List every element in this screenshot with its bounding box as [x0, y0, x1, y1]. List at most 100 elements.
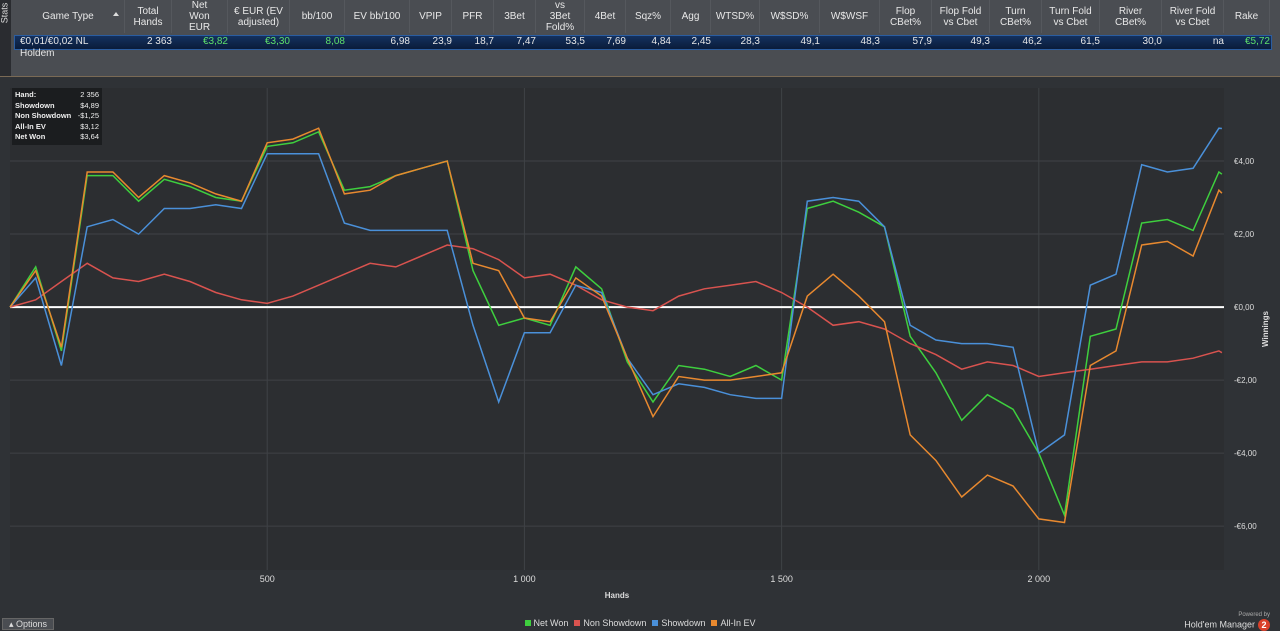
powered-by: Powered by — [1238, 612, 1270, 618]
side-tab[interactable]: Stats — [0, 0, 11, 76]
column-header: Rake — [1224, 0, 1270, 33]
summary-label: All-In EV — [15, 121, 46, 131]
y-tick-label: €0,00 — [1234, 303, 1255, 312]
legend-item[interactable]: All-In EV — [711, 618, 755, 628]
y-tick-label: -€4,00 — [1234, 449, 1257, 458]
sort-arrow — [113, 12, 119, 16]
column-header: W$WSF — [820, 0, 880, 33]
table-cell: 28,3 — [740, 36, 760, 47]
legend-swatch — [524, 620, 531, 626]
column-header: Total Hands — [125, 0, 172, 33]
table-cell: 2,45 — [691, 36, 711, 47]
table-cell: €3,30 — [264, 36, 290, 47]
y-tick-label: €4,00 — [1234, 157, 1255, 166]
table-cell: 2 363 — [146, 36, 172, 47]
summary-row: Net Won $3,64 — [15, 132, 99, 143]
table-cell: 30,0 — [1142, 36, 1162, 47]
column-header: bb/100 — [290, 0, 345, 33]
legend-label: All-In EV — [720, 618, 756, 628]
legend-item[interactable]: Showdown — [652, 618, 705, 628]
legend-item[interactable]: Net Won — [524, 618, 569, 628]
column-header: EV bb/100 — [345, 0, 410, 33]
column-header[interactable]: Game Type — [12, 0, 125, 33]
table-cell: €5,72 — [1244, 36, 1270, 47]
x-tick-label: 500 — [260, 574, 275, 584]
column-header: € EUR (EV adjusted) — [228, 0, 290, 33]
summary-row: All-In EV $3,12 — [15, 122, 99, 133]
table-cell: €3,82 — [202, 36, 228, 47]
brand-version: 2 — [1258, 619, 1270, 631]
y-axis-title: Winnings — [1261, 310, 1270, 346]
summary-label: Showdown — [15, 100, 55, 110]
legend-swatch — [711, 620, 718, 626]
table-cell: 57,9 — [912, 36, 932, 47]
brand: Powered by Hold'em Manager 2 — [1184, 612, 1270, 631]
legend-item[interactable]: Non Showdown — [574, 618, 646, 628]
legend-swatch — [652, 620, 659, 626]
plot-area — [10, 88, 1224, 570]
summary-value: 2 356 — [80, 90, 99, 99]
column-header: VPIP — [410, 0, 452, 33]
options-button[interactable]: ▴ Options — [2, 618, 55, 630]
summary-label: Hand: — [15, 90, 37, 99]
table-cell: 8,08 — [325, 36, 345, 47]
column-header: Turn Fold vs Cbet — [1042, 0, 1100, 33]
summary-row: Showdown $4,89 — [15, 101, 99, 112]
summary-row: Hand: 2 356 — [15, 90, 99, 101]
x-axis-title: Hands — [605, 591, 630, 600]
series-line — [9, 127, 1223, 524]
legend-label: Showdown — [661, 618, 706, 628]
legend-label: Net Won — [533, 618, 569, 628]
table-cell: 4,84 — [651, 36, 671, 47]
series-line — [9, 244, 1223, 378]
side-tab-label: Stats — [0, 2, 10, 24]
y-tick-label: €2,00 — [1234, 230, 1255, 239]
y-tick-label: -€6,00 — [1234, 522, 1257, 531]
column-header: Net Won EUR — [172, 0, 228, 33]
table-cell: 7,47 — [516, 36, 536, 47]
chart: 500 1 000 1 500 2 000 -€6,00 -€4,00 -€2,00 €0,0… — [0, 77, 1280, 615]
legend-label: Non Showdown — [583, 618, 647, 628]
table-cell: na — [1212, 36, 1224, 47]
column-header: 4Bet — [585, 0, 626, 33]
summary-value: -$1,25 — [77, 111, 99, 120]
table-cell: 23,9 — [432, 36, 452, 47]
table-cell: €0,01/€0,02 NL Holdem — [20, 36, 89, 59]
summary-value: $3,64 — [80, 132, 99, 141]
column-header: W$SD% — [760, 0, 820, 33]
table-cell: 7,69 — [606, 36, 626, 47]
y-tick-label: -€2,00 — [1234, 376, 1257, 385]
column-header: vs 3Bet Fold% — [536, 0, 585, 33]
summary-box: Hand: 2 356 Showdown $4,89 Non Showdown -$1,2… — [12, 88, 102, 145]
x-tick-label: 2 000 — [1028, 574, 1051, 584]
summary-label: Non Showdown — [15, 111, 72, 120]
column-header: Turn CBet% — [990, 0, 1042, 33]
table-cell: 53,5 — [565, 36, 585, 47]
table-cell: 49,3 — [970, 36, 990, 47]
column-header: Flop Fold vs Cbet — [932, 0, 990, 33]
column-header: 3Bet — [494, 0, 536, 33]
table-cell: 46,2 — [1022, 36, 1042, 47]
column-header: River Fold vs Cbet — [1162, 0, 1224, 33]
table-cell: 61,5 — [1080, 36, 1100, 47]
table-cell: 18,7 — [474, 36, 494, 47]
footer: Net Won Non Showdown Showdown All-In EV ▴ O… — [0, 612, 1280, 631]
table-cell: 49,1 — [800, 36, 820, 47]
brand-name: Hold'em Manager — [1184, 619, 1255, 630]
column-header: PFR — [452, 0, 494, 33]
legend: Net Won Non Showdown Showdown All-In EV — [0, 618, 1280, 628]
legend-swatch — [574, 620, 581, 626]
summary-label: Net Won — [15, 132, 46, 141]
stats-panel: Stats Game Type Total Hands Net Won EUR € E… — [0, 0, 1280, 77]
column-header: River CBet% — [1100, 0, 1162, 33]
table-cell: 48,3 — [860, 36, 880, 47]
summary-value: $4,89 — [80, 100, 99, 110]
summary-row: Non Showdown -$1,25 — [15, 111, 99, 122]
table-cell: 6,98 — [390, 36, 410, 47]
column-header: Sqz% — [626, 0, 671, 33]
table-row[interactable] — [14, 35, 1272, 50]
options-label: Options — [16, 619, 48, 629]
column-header: WTSD% — [711, 0, 760, 33]
summary-value: $3,12 — [80, 121, 99, 131]
